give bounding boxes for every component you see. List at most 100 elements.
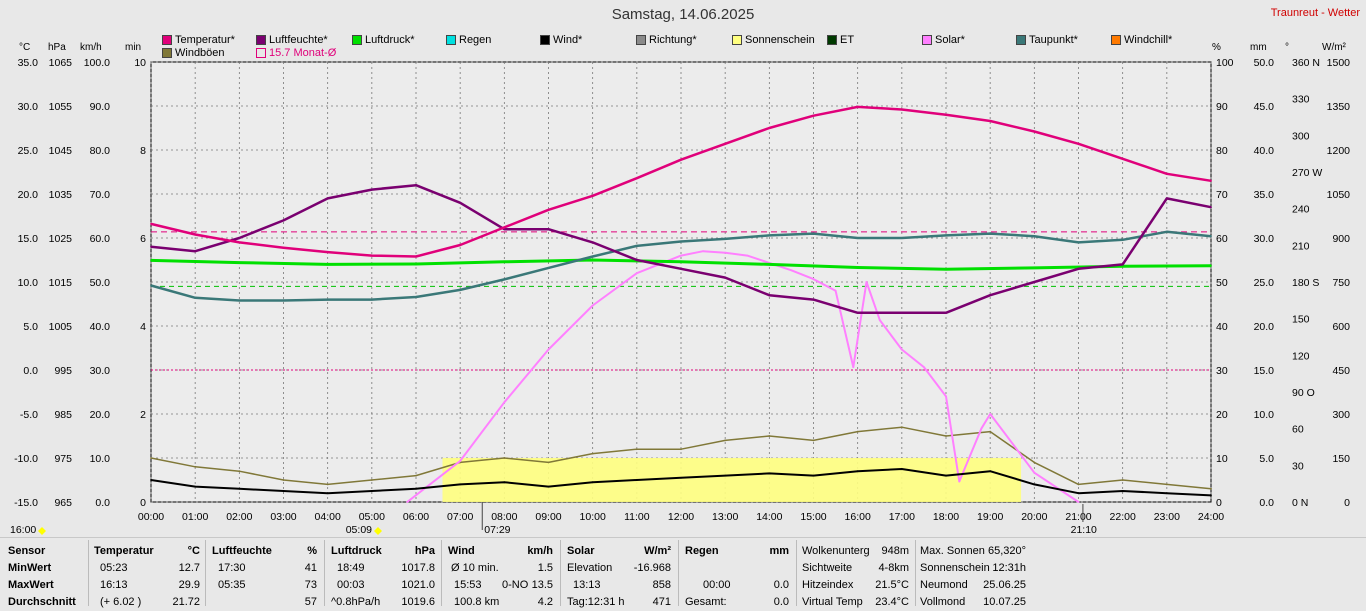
tick-label-dir: 60 <box>1292 424 1304 436</box>
brand-link[interactable]: Traunreut - Wetter <box>1270 7 1360 19</box>
legend-label: Taupunkt* <box>1029 34 1078 46</box>
tick-label-rain: 40.0 <box>1254 145 1275 157</box>
series-luftfeuchte-point <box>238 237 241 239</box>
tick-label-solar: 750 <box>1332 277 1350 289</box>
tick-label-wind: 40.0 <box>90 321 111 333</box>
tick-label-solar: 450 <box>1332 365 1350 377</box>
legend-swatch <box>352 35 362 45</box>
series-solar-point <box>503 401 506 404</box>
series-luftfeuchte-point <box>945 311 947 314</box>
series-luftfeuchte-point <box>812 298 815 301</box>
tick-label-rain: 15.0 <box>1254 365 1275 377</box>
tick-label-rain: 50.0 <box>1254 57 1275 69</box>
tick-label-rain: 35.0 <box>1254 189 1275 201</box>
stats-avg-label: Durchschnitt <box>8 596 76 608</box>
tick-label-time: 19:00 <box>977 511 1003 523</box>
tick-label-dir: 150 <box>1292 314 1310 326</box>
tick-label-dir: 210 <box>1292 240 1310 252</box>
series-luftfeuchte-point <box>194 250 197 253</box>
series-luftdruck-point <box>503 260 506 263</box>
stats-solar-unit: W/m² <box>644 545 671 557</box>
series-temperatur-point <box>415 255 417 258</box>
series-solar-point <box>724 251 727 254</box>
legend-swatch <box>162 35 172 45</box>
series-windboeen-point <box>150 457 152 459</box>
stats-temp-max: 29.9 <box>178 579 200 591</box>
stats-heatindex: 21.5°C <box>875 579 909 591</box>
tick-label-min: 4 <box>140 321 146 333</box>
unit-solar: W/m² <box>1322 42 1346 53</box>
series-windboeen-point <box>591 452 594 455</box>
tick-label-time: 14:00 <box>756 511 782 523</box>
series-windboeen-point <box>326 483 329 486</box>
series-wind-point <box>900 468 903 470</box>
series-luftdruck-point <box>1121 265 1124 268</box>
legend-swatch <box>446 35 456 45</box>
series-windboeen-point <box>1121 479 1124 481</box>
tick-label-wind: 50.0 <box>90 277 111 289</box>
series-wind-point <box>768 472 771 475</box>
series-solar-point <box>746 254 749 257</box>
chart-title: Samstag, 14.06.2025 <box>611 6 755 23</box>
series-temperatur-point <box>680 158 682 161</box>
marker-noon: 07:29 <box>484 524 510 536</box>
stats-solar-max-time: 13:13 <box>573 579 601 591</box>
legend-label: ET <box>840 34 855 46</box>
stats-wind-unit: km/h <box>527 545 553 557</box>
tick-label-dir: 330 <box>1292 94 1310 106</box>
series-taupunkt-point <box>945 234 947 237</box>
stats-newmoon: 25.06.25 <box>983 579 1026 591</box>
tick-label-time: 08:00 <box>491 511 517 523</box>
stats-sensor-col: Sensor MinWert MaxWert Durchschnitt <box>8 543 86 611</box>
tick-label-press: 1015 <box>49 277 73 289</box>
stats-rain-unit: mm <box>769 545 789 557</box>
marker-sunrise: 05:09 <box>346 524 372 536</box>
tick-label-rain: 25.0 <box>1254 277 1275 289</box>
series-windboeen-point <box>503 457 506 459</box>
series-wind-point <box>1210 494 1212 497</box>
stats-solar-max: 858 <box>652 579 671 591</box>
tick-label-temp: -10.0 <box>14 453 38 465</box>
legend-label: Solar* <box>935 34 965 46</box>
series-windboeen-point <box>680 448 682 451</box>
series-luftdruck-point <box>856 266 859 269</box>
tick-label-rain: 20.0 <box>1254 321 1275 333</box>
series-windboeen-point <box>370 479 373 481</box>
legend-label: Temperatur* <box>175 34 235 46</box>
series-solar-point <box>980 427 983 430</box>
legend-swatch <box>162 48 172 58</box>
series-solar-point <box>635 272 638 275</box>
tick-label-time: 05:00 <box>359 511 385 523</box>
series-wind-point <box>1165 492 1168 495</box>
series-taupunkt-point <box>547 267 550 269</box>
tick-label-dir: 0 N <box>1292 497 1308 509</box>
series-luftdruck-point <box>238 261 241 264</box>
stats-newmoon-label: Neumond <box>920 579 968 591</box>
marker-label-left: 16:00 <box>10 524 36 536</box>
stats-hum-min-time: 17:30 <box>218 562 246 574</box>
stats-rain-total-label: Gesamt: <box>685 596 727 608</box>
series-temperatur-point <box>326 251 329 254</box>
series-wind-point <box>945 474 947 477</box>
tick-label-press: 1005 <box>49 321 73 333</box>
series-solar <box>406 250 1080 503</box>
series-windboeen-point <box>1210 487 1212 490</box>
stats-solar-col: Solar W/m² Elevation -16.968 13:13 858 Tag:… <box>567 543 671 611</box>
tick-label-time: 11:00 <box>624 511 650 523</box>
series-luftfeuchte-point <box>1077 267 1080 270</box>
stats-hum-min: 41 <box>304 562 317 574</box>
series-luftdruck-point <box>1210 264 1212 267</box>
tick-label-time: 01:00 <box>182 511 208 523</box>
stats-hum-avg: 57 <box>304 596 317 608</box>
legend-item: Solar* <box>922 34 965 46</box>
tick-label-wind: 20.0 <box>90 409 111 421</box>
tick-label-hum: 20 <box>1216 409 1228 421</box>
unit-min: min <box>125 42 142 53</box>
tick-label-time: 18:00 <box>933 511 959 523</box>
unit-wind: km/h <box>80 42 102 53</box>
tick-label-temp: 15.0 <box>18 233 39 245</box>
series-luftfeuchte-point <box>635 259 638 261</box>
stats-hum-col: Luftfeuchte% 17:30 41 05:35 73 57 <box>212 543 317 611</box>
tick-label-hum: 90 <box>1216 101 1228 113</box>
stats-fullmoon-label: Vollmond <box>920 596 966 608</box>
